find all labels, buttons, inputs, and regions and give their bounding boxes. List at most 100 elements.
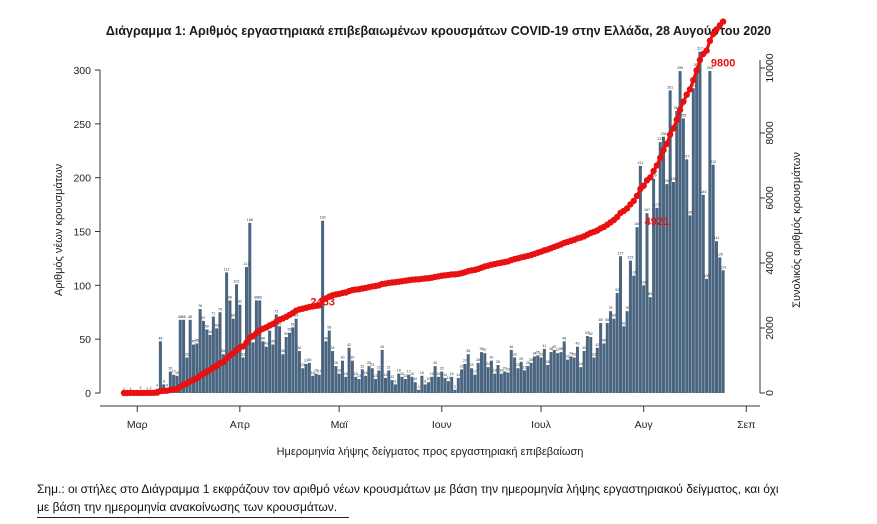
bar-day-105	[470, 368, 474, 393]
bar-label-day-102: 22	[460, 364, 464, 368]
footnote-line-1: Σημ.: οι στήλες στο Διάγραμμα 1 εκφράζου…	[37, 482, 779, 496]
bar-label-day-114: 18	[499, 369, 503, 373]
bar-day-54	[301, 368, 305, 393]
bar-day-15	[172, 374, 176, 393]
bar-day-17	[178, 319, 182, 393]
bar-label-day-16: 16	[175, 371, 179, 375]
bar-label-day-157: 100	[641, 280, 647, 284]
bar-label-day-169: 255	[680, 113, 686, 117]
bar-day-81	[390, 380, 394, 393]
bar-label-day-117: 40	[509, 345, 513, 349]
bar-label-day-159: 89	[648, 292, 652, 296]
bar-label-day-33: 69	[231, 314, 235, 318]
bar-day-46	[274, 314, 278, 393]
bar-label-day-48: 36	[281, 349, 285, 353]
bar-label-day-163: 238	[661, 132, 667, 136]
bar-day-116	[506, 372, 510, 393]
chart-title: Διάγραμμα 1: Αριθμός εργαστηριακά επιβεβ…	[105, 24, 772, 38]
bar-label-day-70: 15	[354, 372, 358, 376]
bar-day-36	[241, 357, 245, 393]
bar-label-day-72: 22	[360, 364, 364, 368]
bar-day-69	[350, 360, 354, 393]
bar-day-41	[258, 300, 262, 393]
cumulative-point-day-59	[316, 302, 323, 309]
bar-day-151	[622, 326, 626, 393]
bar-label-day-100: 3	[454, 385, 456, 389]
bar-day-89	[417, 389, 421, 393]
bar-day-88	[413, 382, 417, 393]
y-tick-label: 200	[73, 173, 91, 185]
bar-label-day-77: 21	[377, 365, 381, 369]
bar-day-144	[599, 323, 603, 393]
bar-day-148	[612, 318, 616, 393]
bar-day-120	[519, 361, 523, 393]
footnote-underline	[37, 517, 349, 518]
bar-day-155	[635, 227, 639, 393]
bar-day-79	[383, 377, 387, 393]
bar-day-96	[440, 371, 444, 393]
bar-day-64	[334, 366, 338, 393]
bar-day-86	[407, 374, 411, 393]
cumulative-point-day-159	[647, 174, 654, 181]
bar-day-123	[529, 362, 533, 393]
bar-day-66	[340, 360, 344, 393]
cumulative-annotation-0: 2453	[310, 296, 334, 308]
bar-day-62	[327, 330, 331, 393]
bar-day-92	[427, 382, 431, 393]
y-tick-label: 100	[73, 280, 91, 292]
bar-day-11	[158, 341, 162, 393]
bar-label-day-55: 27	[304, 359, 308, 363]
bar-day-156	[638, 165, 642, 393]
bar-day-168	[678, 71, 682, 393]
bar-day-154	[632, 275, 636, 393]
bar-label-day-108: 38	[479, 347, 483, 351]
bar-label-day-73: 16	[364, 371, 368, 375]
cumulative-point-day-168	[676, 106, 684, 114]
bar-day-28	[215, 328, 219, 393]
bar-day-159	[648, 297, 652, 393]
bar-day-132	[559, 352, 563, 393]
bar-label-day-57: 16	[311, 371, 315, 375]
bar-label-day-5: 2	[140, 386, 142, 390]
bar-day-118	[513, 357, 517, 393]
bar-day-52	[294, 318, 298, 393]
bar-label-day-112: 18	[493, 369, 497, 373]
bar-label-day-141: 52	[589, 332, 593, 336]
bar-label-day-78: 40	[380, 345, 384, 349]
bar-label-day-172: 283	[690, 83, 696, 87]
cumulative-point-day-157	[640, 182, 647, 189]
bar-label-day-149: 93	[615, 288, 619, 292]
bar-day-163	[662, 136, 666, 393]
bar-day-84	[400, 376, 404, 393]
bar-label-day-61: 48	[324, 336, 328, 340]
bar-day-106	[473, 374, 477, 393]
bar-label-day-167: 262	[674, 106, 680, 110]
bar-day-160	[652, 178, 656, 393]
bar-day-174	[698, 51, 702, 393]
bar-day-110	[486, 367, 490, 393]
bar-day-113	[496, 365, 500, 393]
bar-label-day-142: 33	[592, 352, 596, 356]
bar-day-162	[658, 142, 662, 393]
bar-label-day-173: 302	[694, 63, 700, 67]
bar-label-day-105: 23	[470, 363, 474, 367]
bar-label-day-76: 13	[374, 374, 378, 378]
cumulative-annotations: 2453 4921 9800	[310, 58, 735, 309]
y-tick-label: 50	[79, 334, 91, 346]
bar-label-day-75: 23	[370, 363, 374, 367]
bar-day-76	[374, 379, 378, 393]
cumulative-point-day-177	[706, 37, 714, 45]
bar-day-45	[271, 344, 275, 393]
bar-day-70	[354, 376, 358, 393]
bar-day-32	[228, 300, 232, 393]
bar-label-day-115: 20	[503, 366, 507, 370]
bar-label-day-132: 38	[559, 347, 563, 351]
bar-day-50	[288, 332, 292, 393]
y2-tick-label: 8000	[764, 121, 776, 145]
bar-label-day-180: 126	[717, 252, 723, 256]
bar-label-day-109: 37	[483, 348, 487, 352]
bar-day-80	[387, 370, 391, 393]
bar-day-117	[509, 349, 513, 393]
bar-label-day-49: 52	[284, 332, 288, 336]
